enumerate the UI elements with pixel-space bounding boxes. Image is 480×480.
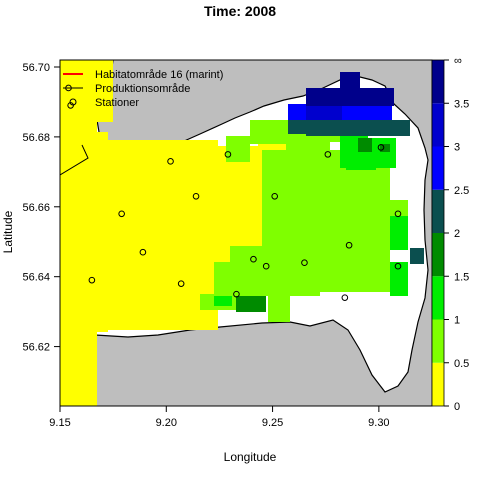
heatmap-cell bbox=[346, 150, 376, 170]
y-tick-label: 56.68 bbox=[22, 132, 50, 144]
heatmap-cell bbox=[288, 104, 308, 120]
station-marker bbox=[341, 294, 349, 301]
heatmap-cell bbox=[288, 120, 306, 134]
heatmap-cell bbox=[304, 134, 314, 146]
heatmap-cell bbox=[306, 104, 342, 120]
x-tick-label: 9.20 bbox=[156, 417, 177, 429]
colorbar: 0 0.5 1 1.5 2 2.5 3 3.5 ∞ bbox=[431, 55, 469, 413]
station-marker bbox=[233, 290, 240, 298]
colorbar-bin bbox=[432, 189, 444, 233]
heatmap-cell bbox=[97, 60, 113, 122]
heatmap-cell bbox=[376, 106, 392, 120]
heatmap-cell bbox=[268, 294, 290, 322]
heatmap-cell bbox=[342, 104, 376, 120]
heatmap-cell bbox=[306, 230, 390, 292]
heatmap-cell bbox=[262, 150, 302, 264]
heatmap-cell bbox=[358, 138, 372, 152]
x-axis-label: Longitude bbox=[224, 450, 277, 464]
station-marker bbox=[262, 262, 270, 270]
heatmap-cell bbox=[340, 72, 360, 92]
colorbar-tick-label: 2.5 bbox=[454, 185, 469, 197]
station-marker bbox=[394, 210, 402, 218]
legend-label-production: Produktionsområde bbox=[95, 83, 190, 95]
colorbar-tick-label: 3.5 bbox=[454, 98, 469, 110]
y-axis-label: Latitude bbox=[1, 210, 15, 253]
y-tick-label: 56.62 bbox=[22, 342, 50, 354]
colorbar-tick-label: 0 bbox=[454, 401, 460, 413]
heatmap-cell bbox=[390, 216, 408, 250]
station-marker bbox=[377, 144, 385, 151]
station-marker bbox=[192, 193, 200, 200]
heatmap-cell bbox=[380, 144, 390, 152]
heatmap-cell bbox=[374, 200, 408, 216]
legend: Habitatområde 16 (marint) Produktionsomr… bbox=[63, 69, 223, 109]
y-tick-label: 56.64 bbox=[22, 272, 50, 284]
station-marker bbox=[118, 210, 125, 218]
x-tick-label: 9.15 bbox=[49, 417, 70, 429]
station-marker bbox=[224, 151, 232, 158]
station-marker bbox=[250, 255, 257, 263]
colorbar-tick-label: 3 bbox=[454, 142, 460, 154]
colorbar-tick-label: 1 bbox=[454, 315, 460, 327]
legend-label-stations: Stationer bbox=[95, 97, 139, 109]
y-axis: 56.62 56.64 56.66 56.68 56.70 bbox=[22, 62, 60, 354]
heatmap-cell bbox=[226, 136, 250, 162]
station-marker bbox=[139, 248, 147, 256]
colorbar-tick-label: 1.5 bbox=[454, 271, 469, 283]
x-axis: 9.15 9.20 9.25 9.30 bbox=[49, 406, 390, 429]
station-marker bbox=[345, 241, 353, 249]
station-marker bbox=[394, 262, 402, 270]
heatmap-cell bbox=[410, 248, 424, 264]
colorbar-bin bbox=[432, 146, 444, 190]
colorbar-bin bbox=[432, 276, 444, 320]
heatmap-cell bbox=[390, 262, 408, 296]
station-marker bbox=[167, 158, 174, 165]
stations-layer bbox=[65, 84, 402, 301]
heatmap-cell bbox=[308, 96, 380, 106]
heatmap-cells bbox=[60, 60, 424, 406]
chart-title: Time: 2008 bbox=[204, 3, 276, 19]
heatmap-cell bbox=[214, 296, 232, 306]
colorbar-tick-label: ∞ bbox=[454, 55, 462, 67]
y-tick-label: 56.70 bbox=[22, 62, 50, 74]
colorbar-bin bbox=[432, 362, 444, 406]
heatmap-cell bbox=[236, 296, 266, 312]
heatmap-cell bbox=[230, 246, 320, 296]
station-marker bbox=[271, 193, 278, 200]
x-tick-label: 9.30 bbox=[368, 417, 389, 429]
colorbar-bin bbox=[432, 233, 444, 277]
station-marker bbox=[301, 259, 308, 267]
production-area-boundary bbox=[60, 144, 89, 176]
heatmap-cell bbox=[88, 160, 212, 330]
station-marker bbox=[177, 280, 185, 287]
colorbar-tick-label: 2 bbox=[454, 228, 460, 240]
colorbar-bin bbox=[432, 103, 444, 147]
y-tick-label: 56.66 bbox=[22, 202, 50, 214]
colorbar-tick-label: 0.5 bbox=[454, 358, 469, 370]
legend-symbol-stations bbox=[69, 98, 77, 106]
colorbar-bin bbox=[432, 60, 444, 104]
station-marker bbox=[324, 151, 332, 158]
colorbar-bin bbox=[432, 319, 444, 363]
heatmap-cell bbox=[306, 120, 410, 136]
heatmap-cell bbox=[72, 150, 88, 190]
station-marker bbox=[88, 276, 96, 284]
x-tick-label: 9.25 bbox=[262, 417, 283, 429]
legend-label-habitat: Habitatområde 16 (marint) bbox=[95, 69, 223, 81]
